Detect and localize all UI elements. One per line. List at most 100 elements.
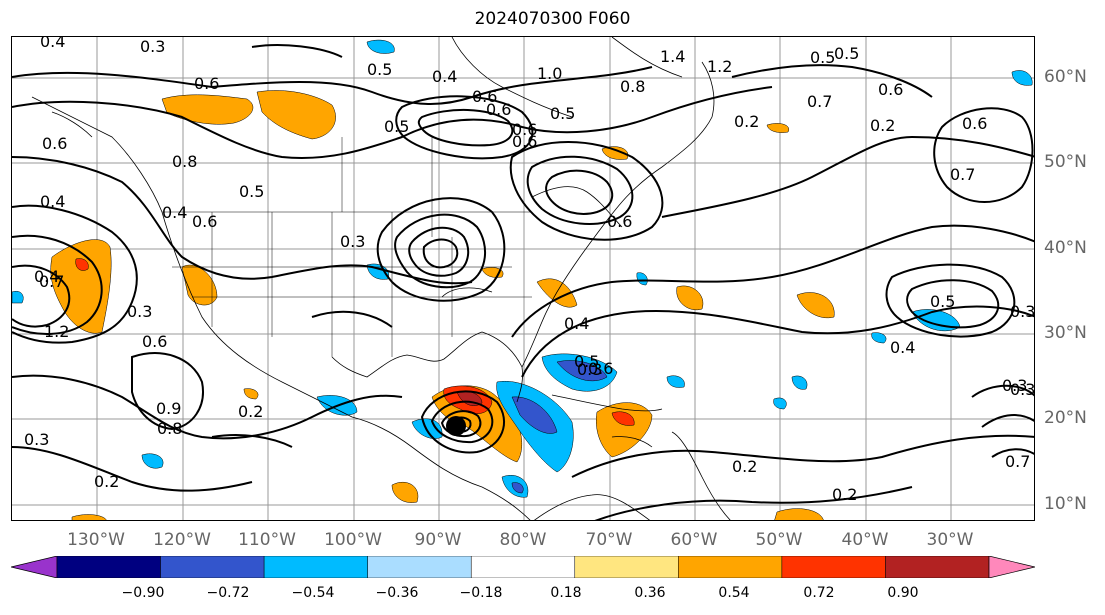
lon-label: 60°W: [670, 530, 718, 550]
contour-label: 0.7: [1005, 452, 1030, 471]
contour-label: 0.5: [239, 182, 264, 201]
colorbar-segment: [574, 556, 679, 578]
colorbar-segment: [781, 556, 886, 578]
contour-label: 1.4: [660, 47, 685, 66]
colorbar-tick-label: 0.18: [550, 585, 582, 601]
colorbar-tick-label: −0.54: [291, 585, 335, 601]
colorbar-tick-label: 0.54: [718, 585, 750, 601]
storm-center-marker: [446, 416, 466, 436]
colorbar-segment: [263, 556, 368, 578]
contour-label: 1.2: [707, 57, 732, 76]
contour-label: 0.6: [878, 80, 903, 99]
anomaly-patch: [601, 146, 629, 160]
contour-label: 0.4: [34, 267, 59, 286]
contour-label: 1.2: [44, 322, 69, 341]
anomaly-patch: [596, 402, 653, 458]
anomaly-patch: [243, 388, 259, 400]
lon-label: 80°W: [499, 530, 547, 550]
lon-label: 110°W: [238, 530, 296, 550]
contour-label: 0.6: [512, 132, 537, 151]
contour-label: 0.7: [807, 92, 832, 111]
anomaly-patch: [791, 375, 808, 390]
contour-label: 0.9: [156, 399, 181, 418]
contour-label: 0.3: [1010, 302, 1035, 321]
contour-label: 0.2: [870, 116, 895, 135]
colorbar-segment: [470, 556, 576, 578]
contour-label: 0.8: [157, 419, 182, 438]
lon-label: 40°W: [841, 530, 889, 550]
anomaly-patch: [511, 482, 524, 494]
contour-label: 0.7: [950, 165, 975, 184]
contour-label: 0.2: [832, 485, 857, 504]
graticule: [12, 37, 1034, 520]
anomaly-patch: [766, 123, 790, 133]
contour-label: 0.5: [367, 60, 392, 79]
colorbar-segment: [885, 556, 990, 578]
contour-label: 0.2: [94, 472, 119, 491]
anomaly-patch: [556, 360, 608, 382]
contour-label: 0.3: [127, 302, 152, 321]
anomaly-patch: [161, 94, 254, 125]
contour-label: 0.2: [732, 457, 757, 476]
contour-label: 0.8: [620, 77, 645, 96]
anomaly-patch: [256, 90, 336, 140]
contour-label: 0.4: [40, 37, 65, 51]
anomaly-patch: [774, 508, 824, 520]
contour-label: 0.6: [607, 212, 632, 231]
contour-label: 0.6: [512, 120, 537, 139]
lon-label: 100°W: [324, 530, 382, 550]
contour-label: 0.5: [810, 48, 835, 67]
contour-label: 0.6: [588, 359, 613, 378]
lat-label: 10°N: [1044, 494, 1087, 514]
contour-label: 0.2: [734, 112, 759, 131]
colorbar-tick-label: 0.90: [887, 585, 919, 601]
contour-label: 0.4: [890, 338, 915, 357]
anomaly-patch: [141, 453, 164, 469]
contour-label: 0.5: [930, 292, 955, 311]
lat-label: 40°N: [1044, 238, 1087, 258]
anomaly-patch: [12, 291, 24, 304]
colorbar-tick-label: 0.36: [634, 585, 666, 601]
contour-label: 0.6: [192, 212, 217, 231]
contour-label: 0.3: [340, 232, 365, 251]
contour-label: 0.5: [384, 117, 409, 136]
contour-label: 0.8: [172, 152, 197, 171]
contour-label: 0.5: [834, 44, 859, 63]
figure-title: 2024070300 F060: [474, 9, 631, 29]
lon-label: 70°W: [585, 530, 633, 550]
state-borders: [162, 137, 532, 357]
contour-label: 0.3: [577, 360, 602, 379]
anomaly-patch: [1011, 70, 1033, 86]
contour-label: 0.2: [238, 402, 263, 421]
contour-label: 0.3: [24, 430, 49, 449]
contour-label: 0.4: [40, 192, 65, 211]
contour-label: 0.4: [564, 314, 589, 333]
colorbar: [11, 556, 1035, 578]
lat-label: 60°N: [1044, 67, 1087, 87]
colorbar-tick-label: −0.72: [206, 585, 250, 601]
anomaly-patch: [611, 411, 635, 426]
lon-label: 120°W: [153, 530, 211, 550]
colorbar-tick-label: −0.18: [459, 585, 503, 601]
anomaly-patch: [796, 292, 835, 319]
colorbar-segment: [678, 556, 783, 578]
positive-anomaly-shading: [50, 90, 835, 520]
map-panel: 0.4 0.3 0.6 0.5 0.4 0.6 1.0 0.8 1.4 1.2 0.5 0.5 0.6 0…: [11, 36, 1035, 521]
lon-label: 50°W: [755, 530, 803, 550]
lon-label: 130°W: [67, 530, 125, 550]
anomaly-patch: [366, 39, 395, 54]
anomaly-patch: [636, 272, 648, 286]
anomaly-patch: [676, 285, 704, 311]
colorbar-segment: [56, 556, 161, 578]
contour-label: 0.3: [1002, 376, 1027, 395]
contour-label: 0.6: [472, 87, 497, 106]
contour-label: 0.6: [142, 332, 167, 351]
lat-label: 30°N: [1044, 323, 1087, 343]
contour-label: 0.3: [140, 37, 165, 56]
contour-label: 0.6: [194, 74, 219, 93]
anomaly-patch: [511, 396, 558, 434]
anomaly-patch: [391, 481, 419, 503]
anomaly-patch: [666, 375, 685, 388]
contour-label: 0.5: [574, 352, 599, 371]
map-svg: 0.4 0.30.60.5 0.40.61.00.81.41.2 0.50.50.60…: [12, 37, 1035, 520]
